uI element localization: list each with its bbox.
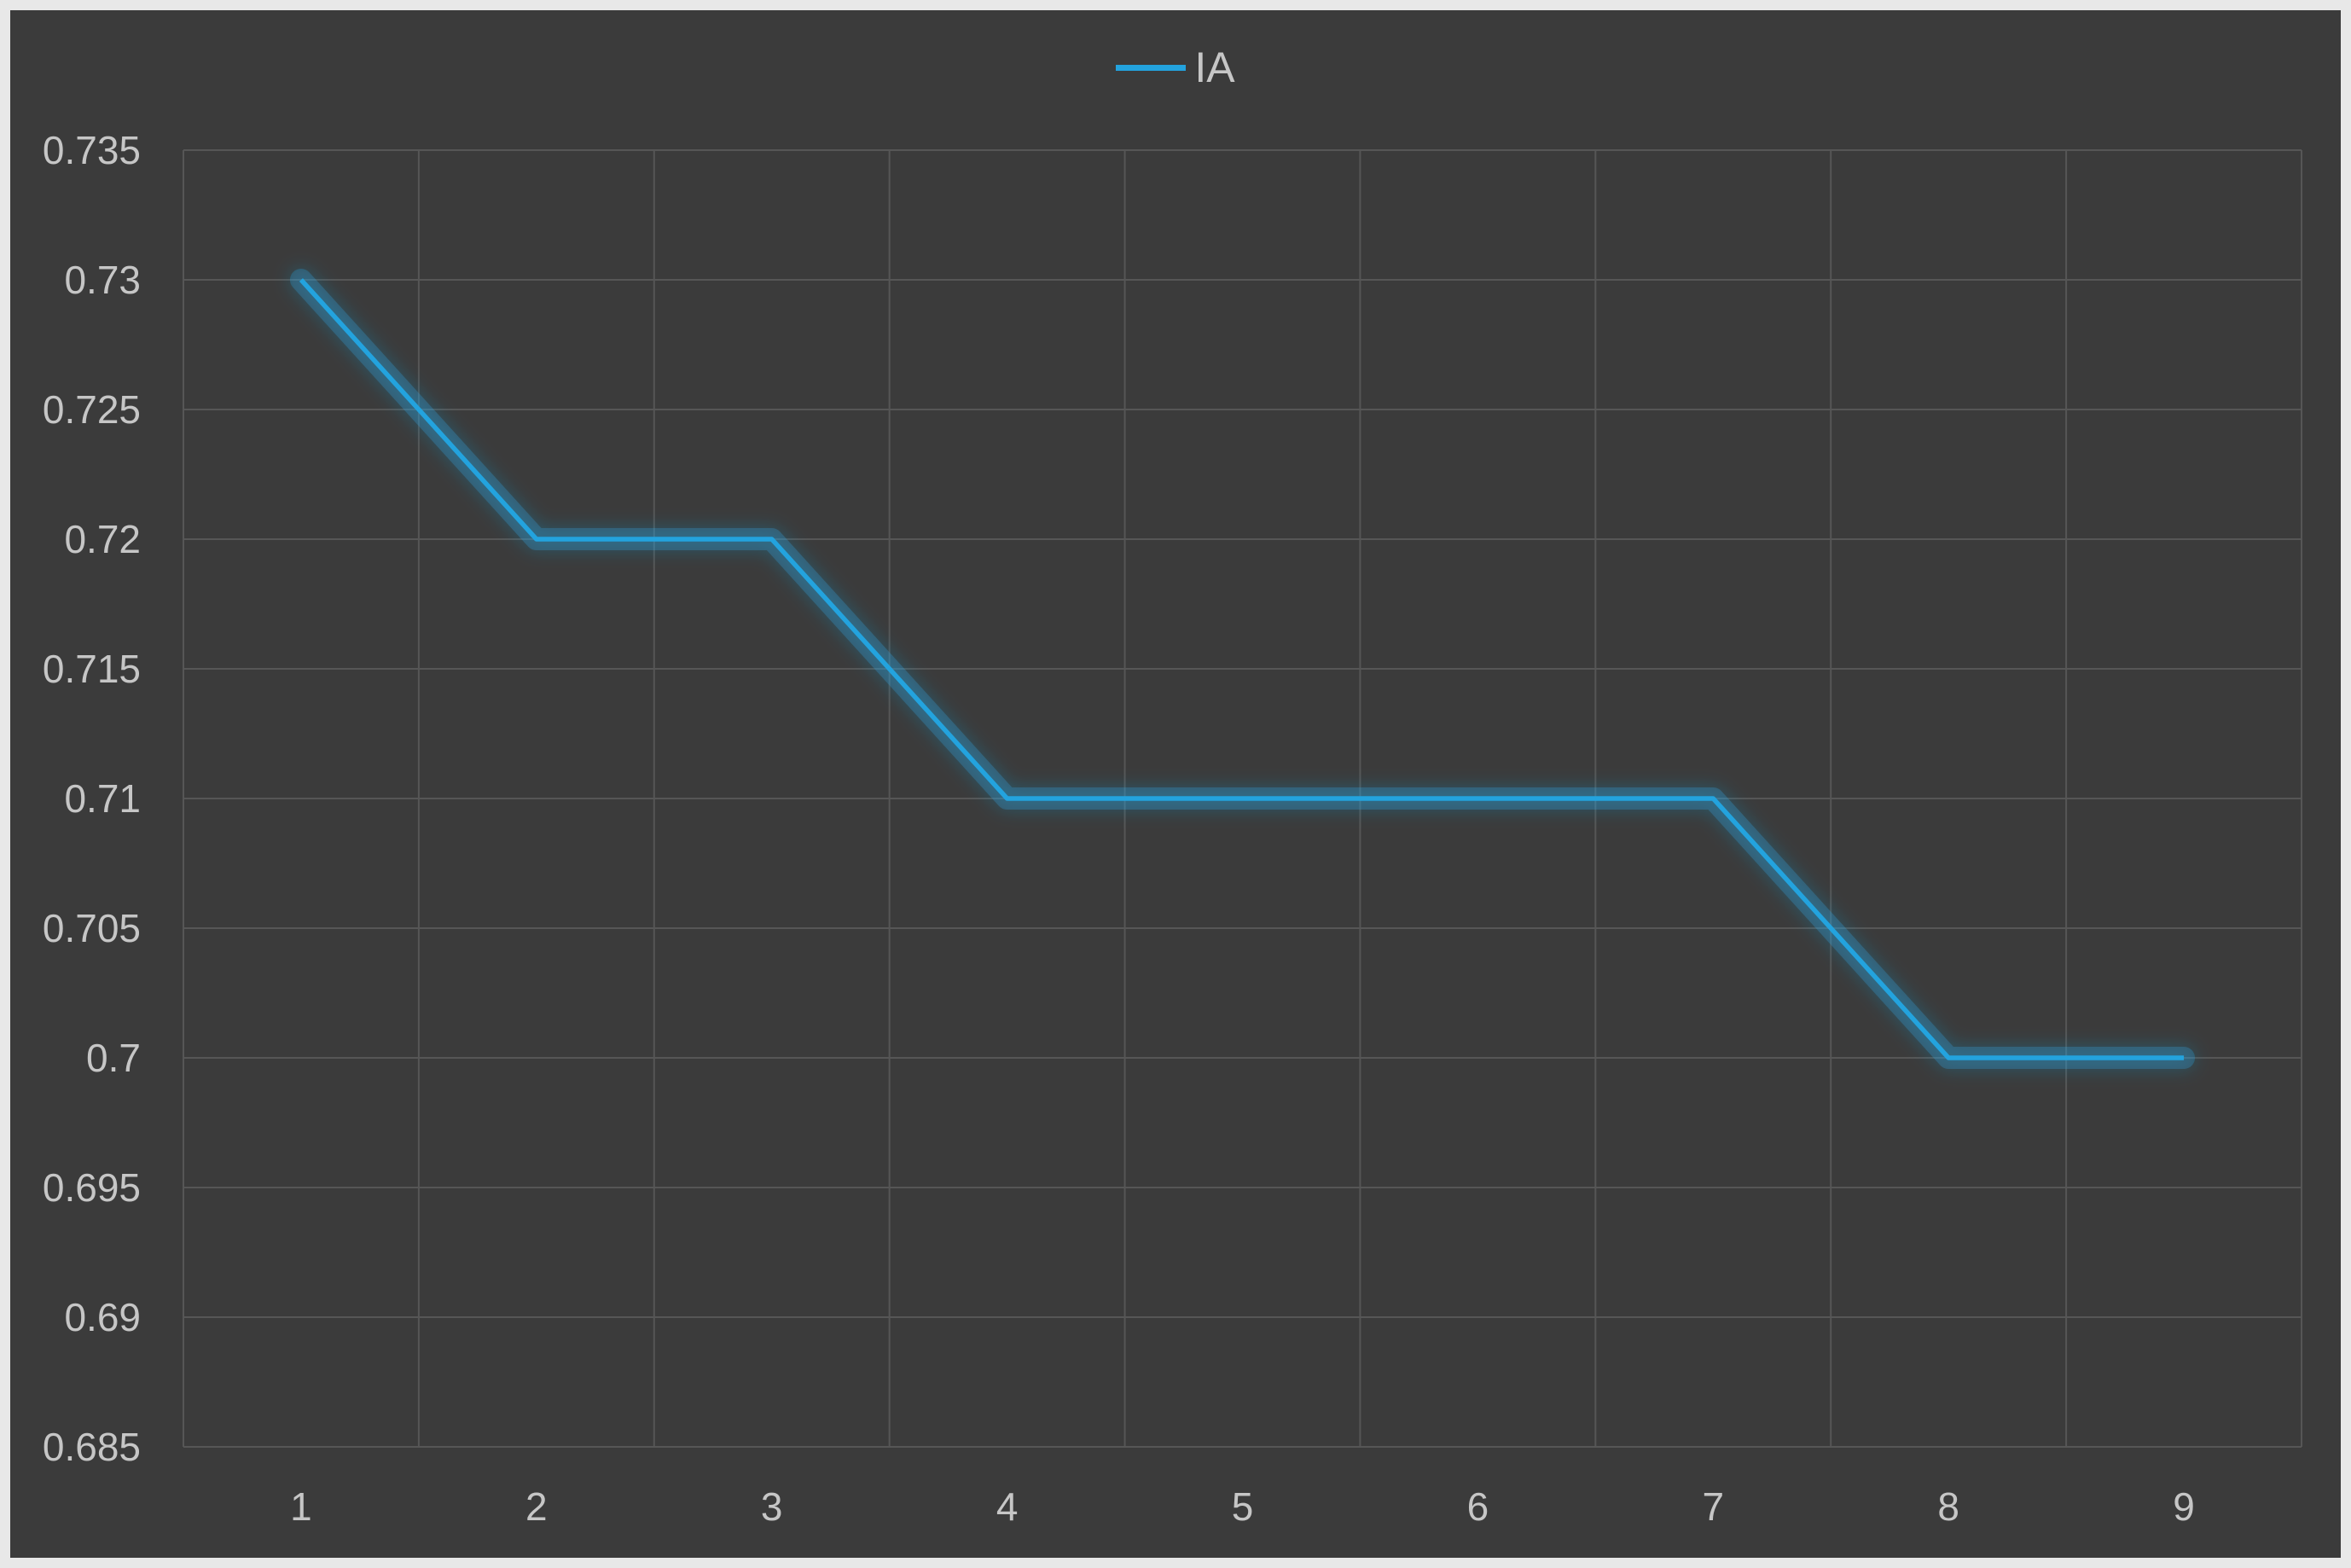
- y-axis-tick-label: 0.695: [43, 1165, 141, 1210]
- x-axis-tick-label: 6: [1467, 1484, 1489, 1529]
- chart-area[interactable]: IA 0.735 0.73 0.725 0.72 0.715 0.71 0.705 0.7 0.…: [10, 10, 2341, 1558]
- x-axis-labels: 1 2 3 4 5 6 7 8 9: [290, 1484, 2195, 1529]
- legend-label: IA: [1194, 44, 1235, 91]
- series-line[interactable]: [299, 278, 2185, 1060]
- x-axis-tick-label: 1: [290, 1484, 312, 1529]
- y-axis-tick-label: 0.73: [64, 258, 141, 302]
- y-axis-tick-label: 0.725: [43, 387, 141, 432]
- y-axis-tick-label: 0.69: [64, 1295, 141, 1339]
- y-axis-tick-label: 0.705: [43, 906, 141, 950]
- legend[interactable]: IA: [10, 46, 2341, 89]
- x-axis-tick-label: 2: [525, 1484, 548, 1529]
- x-axis-tick-label: 4: [996, 1484, 1019, 1529]
- y-axis-tick-label: 0.685: [43, 1425, 141, 1469]
- y-axis-tick-label: 0.71: [64, 776, 141, 821]
- y-axis-tick-label: 0.7: [86, 1036, 141, 1080]
- x-axis-tick-label: 8: [1937, 1484, 1959, 1529]
- x-axis-tick-label: 9: [2173, 1484, 2195, 1529]
- y-axis-tick-label: 0.735: [43, 128, 141, 172]
- y-axis-tick-label: 0.715: [43, 647, 141, 691]
- legend-line-marker: [1116, 64, 1187, 71]
- x-axis-tick-label: 7: [1702, 1484, 1724, 1529]
- x-axis-tick-label: 3: [761, 1484, 783, 1529]
- x-axis-tick-label: 5: [1232, 1484, 1254, 1529]
- y-axis-labels: 0.735 0.73 0.725 0.72 0.715 0.71 0.705 0.7 0.695…: [43, 128, 141, 1469]
- series-group[interactable]: [289, 269, 2196, 1069]
- y-axis-tick-label: 0.72: [64, 517, 141, 561]
